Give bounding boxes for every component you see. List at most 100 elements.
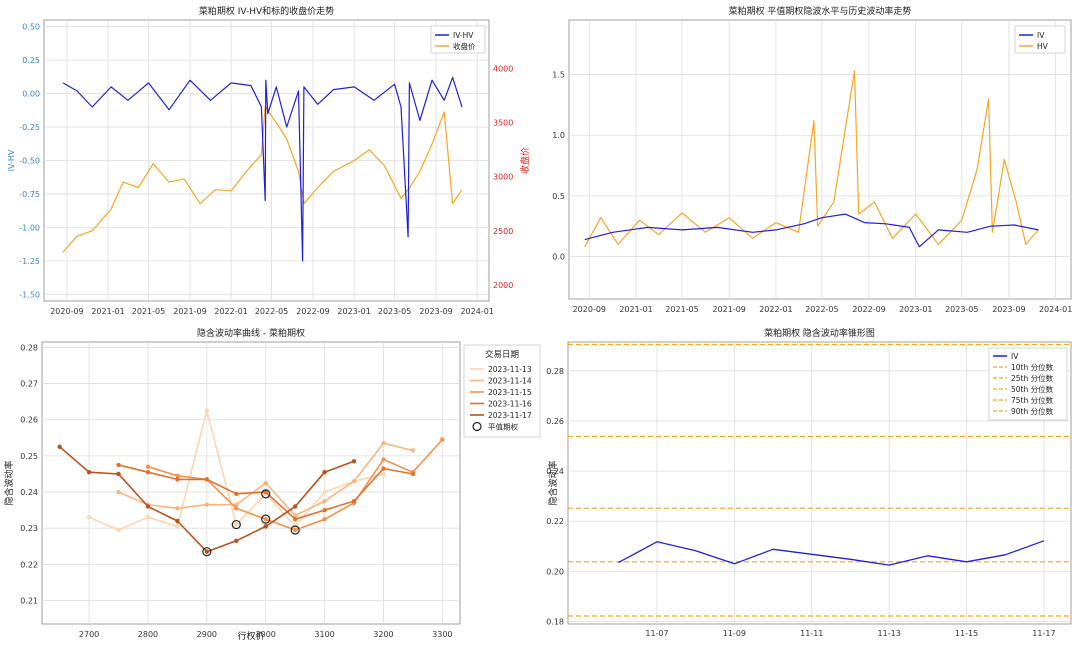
- data-point: [204, 549, 210, 554]
- x-tick-label: 11-09: [723, 629, 746, 638]
- legend-label: 90th 分位数: [1011, 406, 1054, 416]
- x-tick-label: 2023-05: [378, 307, 411, 316]
- legend-label: 2023-11-13: [488, 365, 532, 374]
- legend-label: 25th 分位数: [1011, 373, 1054, 383]
- legend-label: 75th 分位数: [1011, 395, 1054, 405]
- data-point: [381, 441, 386, 446]
- data-point: [204, 477, 210, 482]
- chart-title: 隐含波动率曲线 - 菜粕期权: [197, 327, 305, 339]
- y-tick-label: 0.28: [546, 367, 564, 376]
- series-line-iv: [584, 213, 1039, 248]
- legend-label: IV-HV: [453, 31, 474, 40]
- x-tick-label: 3200: [373, 630, 393, 639]
- y-tick-label: 0.5: [552, 192, 565, 201]
- legend-label: 2023-11-15: [488, 388, 532, 397]
- x-tick-label: 11-11: [800, 629, 823, 638]
- x-tick-label: 2021-05: [665, 305, 698, 314]
- y-tick-label: -1.25: [19, 257, 40, 266]
- legend-title: 交易日期: [485, 349, 519, 360]
- data-point: [322, 489, 327, 495]
- x-tick-label: 3000: [256, 630, 276, 639]
- data-point: [145, 504, 151, 509]
- atm-marker: [231, 519, 241, 530]
- y-tick-label: 0.22: [20, 560, 38, 569]
- x-tick-label: 2022-05: [255, 307, 288, 316]
- data-point: [322, 469, 327, 475]
- data-point: [410, 448, 416, 453]
- data-point: [116, 462, 121, 468]
- x-tick-label: 2021-09: [712, 305, 745, 314]
- y-tick-label: 0.0: [552, 253, 565, 262]
- chart-iv-smile: 隐含波动率曲线 - 菜粕期权 2700 2800 2900 3000 3100 3200 33…: [3, 327, 541, 642]
- data-point: [175, 473, 180, 478]
- x-tick-label: 2021-01: [91, 307, 124, 316]
- data-point: [145, 464, 151, 469]
- data-point: [292, 527, 298, 533]
- x-tick-label: 3100: [314, 630, 334, 639]
- data-point: [145, 469, 151, 475]
- legend-box: [430, 25, 486, 54]
- data-point: [234, 502, 239, 507]
- data-point: [234, 522, 239, 527]
- x-tick-label: 2022-05: [805, 305, 838, 314]
- y2-tick-label: 3500: [493, 119, 513, 128]
- plot-area: [568, 19, 1072, 300]
- chart-title: 菜粕期权 平值期权隐波水平与历史波动率走势: [729, 5, 912, 17]
- x-tick-label: 2022-01: [759, 305, 792, 314]
- x-tick-label: 2021-01: [619, 305, 652, 314]
- legend-swatch: [472, 421, 482, 432]
- data-point: [234, 491, 239, 497]
- data-point: [322, 507, 327, 513]
- chart-iv-cone: 菜粕期权 隐含波动率锥形图 11-07 11-09 11-11 11-13 11-15 11…: [546, 327, 1072, 638]
- y-axis-label: 隐含波动率: [547, 460, 559, 505]
- x-tick-label: 2023-09: [992, 305, 1025, 314]
- y2-tick-label: 2000: [493, 281, 513, 290]
- atm-marker: [290, 525, 300, 535]
- y2-tick-label: 3000: [493, 173, 513, 182]
- data-point: [175, 524, 180, 529]
- legend-label: 2023-11-14: [488, 377, 532, 386]
- data-point: [86, 515, 92, 520]
- data-point: [292, 513, 298, 518]
- atm-marker: [261, 489, 271, 499]
- atm-marker: [202, 547, 212, 557]
- series-line-iv: [617, 540, 1045, 566]
- y-tick-label: 0.25: [22, 56, 40, 65]
- y-tick-label: 1.0: [552, 131, 565, 140]
- y-tick-label: 0.26: [20, 416, 38, 425]
- y2-tick-label: 2500: [493, 227, 513, 236]
- data-point: [175, 518, 180, 524]
- y-tick-label: 0.25: [20, 452, 38, 461]
- y-tick-label: 0.18: [546, 617, 564, 626]
- series-line-hv: [584, 70, 1039, 248]
- x-tick-label: 11-13: [878, 629, 901, 638]
- x-tick-label: 2022-09: [296, 307, 329, 316]
- y-tick-label: -0.25: [19, 123, 40, 132]
- plot-area: [567, 341, 1072, 625]
- chart-atm-iv-hv: 菜粕期权 平值期权隐波水平与历史波动率走势 2020-09 2021-01 2021-…: [552, 5, 1072, 314]
- data-point: [204, 408, 210, 413]
- legend-box: [1014, 25, 1066, 54]
- y-tick-label: 0.26: [546, 417, 564, 426]
- x-tick-label: 2021-05: [132, 307, 165, 316]
- y-axis-label: IV-HV: [7, 149, 16, 171]
- y-tick-label: 1.5: [552, 71, 565, 80]
- y-tick-label: 0.24: [20, 488, 38, 497]
- legend-label: 2023-11-16: [488, 400, 532, 409]
- legend-box: [463, 344, 541, 438]
- x-tick-label: 2800: [138, 630, 158, 639]
- data-point: [351, 459, 357, 464]
- y-tick-label: -1.00: [19, 223, 40, 232]
- data-point: [292, 516, 298, 522]
- legend-label: IV: [1037, 31, 1045, 40]
- x-tick-label: 2020-09: [573, 305, 606, 314]
- data-point: [381, 471, 386, 477]
- data-point: [116, 471, 121, 477]
- plot-area: [41, 341, 461, 625]
- y2-tick-label: 4000: [493, 65, 513, 74]
- series-line-close: [62, 105, 463, 253]
- y-axis-label: 隐含波动率: [3, 460, 15, 505]
- data-point: [263, 489, 268, 495]
- data-point: [263, 516, 268, 522]
- data-point: [263, 524, 268, 529]
